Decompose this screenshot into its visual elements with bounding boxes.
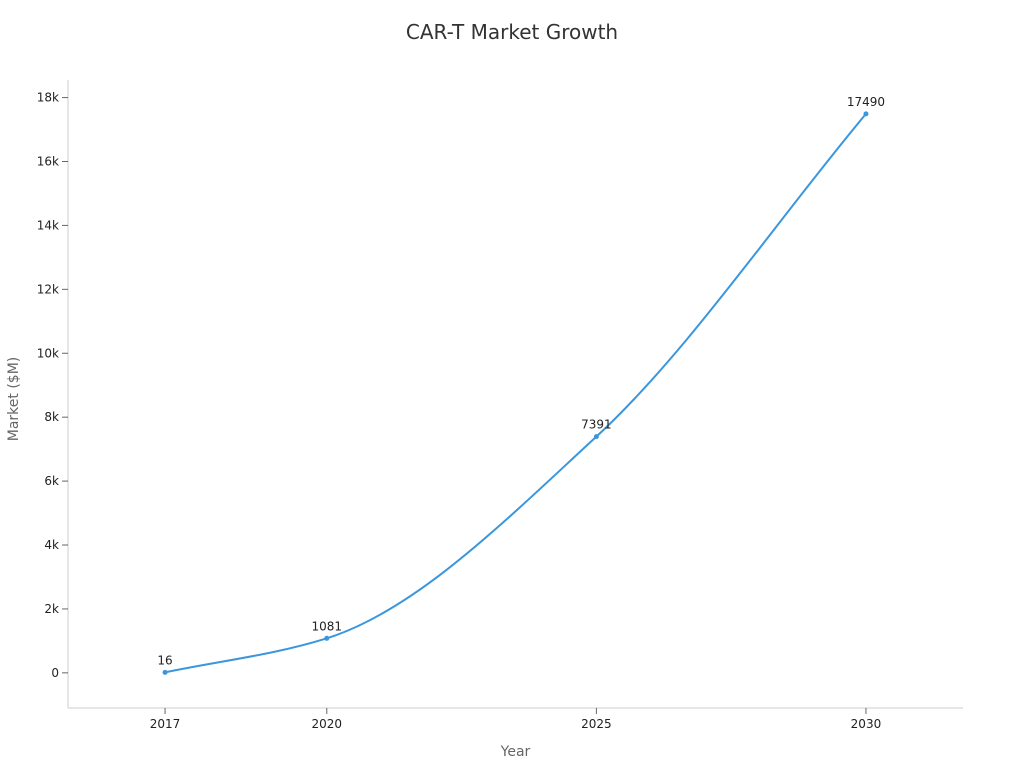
y-tick-label: 16k — [37, 154, 59, 168]
chart-title: CAR-T Market Growth — [405, 20, 619, 44]
x-axis-ticks: 2017 2020 2025 2030 — [150, 708, 881, 731]
series-line — [164, 113, 867, 674]
data-label: 16 — [157, 653, 172, 667]
data-label: 17490 — [847, 95, 885, 109]
y-tick-label: 12k — [37, 282, 59, 296]
y-tick-label: 10k — [37, 346, 59, 360]
data-point — [593, 434, 599, 440]
y-tick-label: 2k — [44, 602, 59, 616]
x-tick-label: 2025 — [581, 717, 612, 731]
y-tick-label: 14k — [37, 218, 59, 232]
data-label: 1081 — [312, 619, 343, 633]
data-labels: 16 1081 7391 17490 — [157, 95, 885, 667]
x-tick-label: 2030 — [851, 717, 882, 731]
y-axis-label: Market ($M) — [6, 357, 22, 442]
y-tick-label: 6k — [44, 474, 59, 488]
x-tick-label: 2017 — [150, 717, 181, 731]
x-axis-label: Year — [500, 744, 531, 760]
y-tick-label: 0 — [51, 666, 59, 680]
data-points — [162, 111, 869, 675]
y-tick-label: 18k — [37, 91, 59, 105]
x-tick-label: 2020 — [312, 717, 343, 731]
y-axis-ticks: 0 2k 4k 6k 8k 10k 12k 14k 16k 18k — [37, 91, 68, 680]
data-label: 7391 — [581, 418, 612, 432]
y-tick-label: 8k — [44, 410, 59, 424]
data-point — [324, 635, 330, 641]
data-point — [863, 111, 869, 117]
y-tick-label: 4k — [44, 538, 59, 552]
data-point — [162, 669, 168, 675]
